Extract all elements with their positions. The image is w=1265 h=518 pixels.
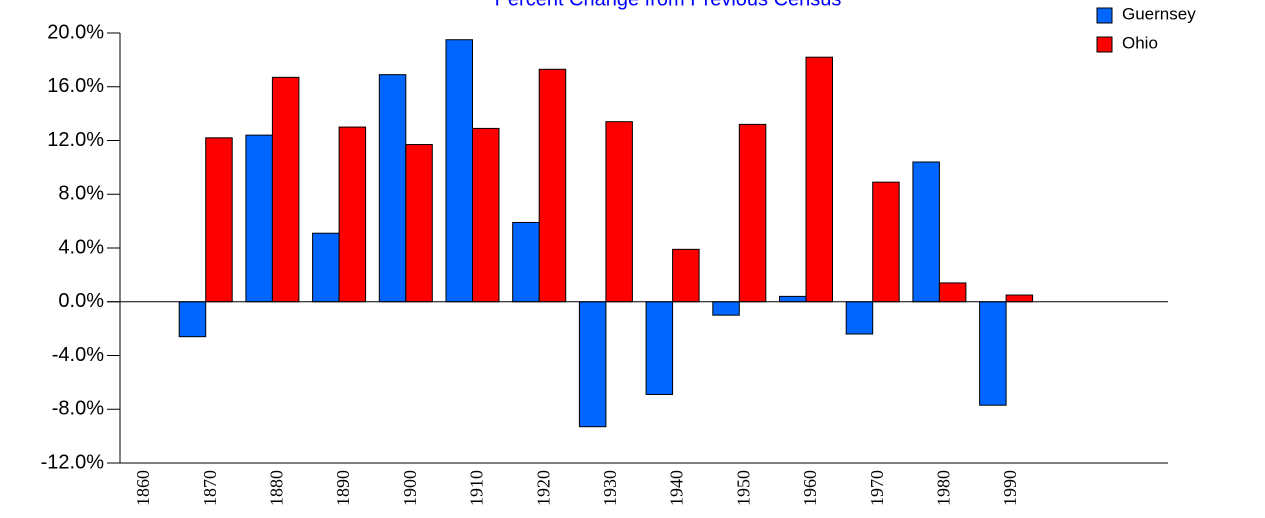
x-tick-label: 1980: [934, 470, 954, 506]
x-tick-label: 1950: [733, 470, 753, 506]
bar: [779, 295, 807, 303]
x-tick-label: 1870: [200, 470, 220, 506]
y-tick-label: 12.0%: [47, 129, 104, 151]
legend-swatch: [1096, 36, 1113, 53]
bar: [738, 123, 767, 303]
bar: [338, 126, 367, 303]
bar: [205, 137, 233, 303]
x-tick-label: 1930: [600, 470, 620, 506]
x-tick-label: 1960: [800, 470, 820, 506]
x-tick-label: 1890: [333, 470, 353, 506]
y-tick-label: 4.0%: [58, 236, 104, 258]
bar: [805, 56, 833, 303]
bar: [512, 221, 540, 303]
bar: [538, 68, 567, 303]
chart-title: Percent Change from Previous Census: [495, 0, 842, 10]
y-tick-label: 20.0%: [47, 21, 104, 43]
bar: [938, 282, 967, 303]
bar: [872, 181, 900, 303]
y-tick-label: 16.0%: [47, 75, 104, 97]
y-tick-label: -4.0%: [52, 344, 104, 366]
x-tick-label: 1940: [667, 470, 687, 506]
legend-label: Guernsey: [1122, 4, 1196, 23]
x-tick-label: 1920: [533, 470, 553, 506]
bar: [605, 121, 633, 303]
y-tick-label: 8.0%: [58, 183, 104, 205]
bar: [672, 248, 700, 303]
y-tick-label: 0.0%: [58, 290, 104, 312]
x-tick-label: 1880: [267, 470, 287, 506]
bar: [405, 144, 433, 303]
bar: [271, 76, 300, 303]
x-tick-label: 1900: [400, 470, 420, 506]
bar: [712, 301, 740, 316]
bar: [245, 134, 273, 303]
x-tick-label: 1970: [867, 470, 887, 506]
x-tick-label: 1860: [133, 470, 153, 506]
y-tick-label: -12.0%: [41, 451, 105, 473]
bar: [578, 301, 607, 428]
bar: [1005, 294, 1034, 303]
legend-swatch: [1096, 7, 1113, 24]
x-tick-label: 1990: [1000, 470, 1020, 506]
legend-label: Ohio: [1122, 33, 1158, 52]
bar: [378, 74, 407, 303]
bar: [979, 301, 1007, 406]
bar: [312, 232, 340, 303]
y-tick-label: -8.0%: [52, 398, 104, 420]
bar: [845, 301, 874, 335]
bar: [472, 127, 500, 303]
bar: [645, 301, 674, 395]
x-tick-label: 1910: [467, 470, 487, 506]
bar: [912, 161, 940, 303]
bar: [178, 301, 207, 338]
bar: [445, 39, 473, 303]
